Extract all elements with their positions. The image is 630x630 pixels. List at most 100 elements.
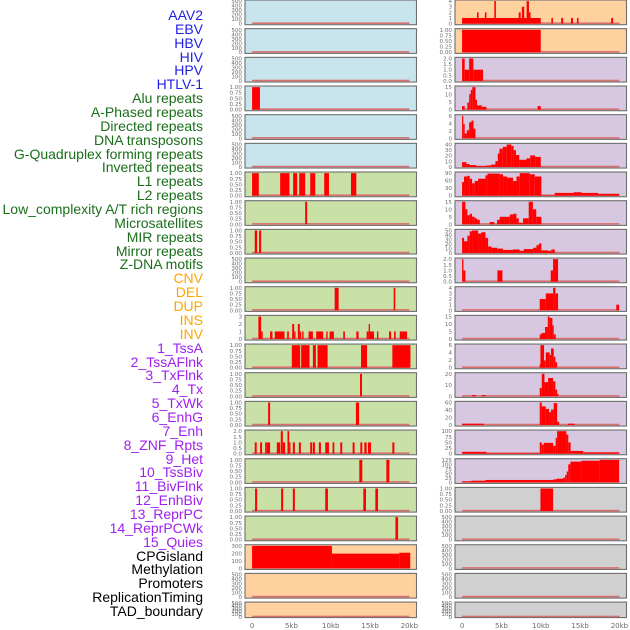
y-tick-label: 0.25 — [230, 417, 243, 423]
bar — [551, 249, 555, 253]
baseline — [462, 538, 620, 541]
bar — [254, 442, 257, 454]
legend-label: INV — [179, 325, 203, 342]
bar — [539, 363, 541, 368]
bar — [359, 459, 363, 483]
panel-border — [244, 429, 418, 456]
bar — [519, 250, 524, 253]
x-tick-label: 15kb — [571, 622, 589, 630]
bar — [568, 423, 575, 425]
y-tick-label: 500 — [231, 601, 242, 607]
bar — [540, 488, 554, 511]
bar — [299, 173, 306, 196]
y-tick-label: 0 — [448, 480, 452, 486]
bar — [513, 213, 517, 225]
legend-label: AAV2 — [168, 7, 203, 23]
panel-microsatellites: 0.00.51.01.52.0 — [233, 429, 418, 458]
bar — [539, 334, 542, 339]
y-tick-label: 40 — [445, 233, 453, 239]
bar — [252, 87, 260, 110]
y-tick-label: 0 — [448, 136, 452, 142]
bar — [268, 402, 271, 425]
bar — [499, 174, 504, 196]
panel-border — [244, 343, 418, 370]
y-tick-label: 400 — [231, 32, 242, 38]
y-tick-label: 300 — [231, 266, 242, 272]
bar — [294, 331, 296, 339]
y-tick-label: 0.25 — [230, 532, 243, 538]
bar — [519, 173, 530, 196]
bar — [255, 488, 258, 511]
bar — [310, 173, 316, 196]
bar — [544, 382, 549, 397]
bar — [258, 316, 262, 339]
y-tick-label: 25 — [445, 476, 453, 482]
y-tick-label: 300 — [231, 8, 242, 14]
y-tick-label: 15 — [445, 314, 453, 320]
bar — [297, 323, 300, 339]
bar — [266, 442, 271, 454]
y-tick-label: 4 — [448, 286, 452, 292]
panel-border — [454, 56, 628, 83]
baseline — [252, 509, 410, 512]
bar — [329, 331, 334, 339]
bar — [509, 214, 514, 225]
y-tick-label: 0 — [238, 79, 242, 85]
bar — [519, 159, 527, 167]
panel-l2-repeats: 0.000.250.500.751.00 — [230, 372, 418, 400]
y-tick-label: 0 — [238, 595, 242, 601]
bar — [557, 421, 560, 425]
y-tick-label: 1.5 — [443, 263, 452, 269]
y-tick-label: 0.0 — [443, 79, 452, 85]
y-tick-label: 100 — [231, 160, 242, 166]
panel-background — [245, 372, 417, 398]
baseline — [252, 595, 410, 598]
bar — [518, 12, 521, 24]
y-tick-label: 400 — [441, 604, 452, 610]
bar — [368, 323, 371, 339]
panel-background — [455, 258, 627, 283]
y-tick-label: 0.25 — [440, 503, 453, 509]
y-tick-label: 0.75 — [440, 492, 453, 498]
panel-background — [245, 573, 417, 599]
bar — [536, 216, 542, 225]
bar — [252, 173, 259, 196]
legend-label: 12_EnhBiv — [135, 492, 203, 509]
legend-label: HIV — [179, 48, 203, 65]
panel-border — [454, 343, 628, 370]
legend-label: 15_Quies — [143, 533, 203, 550]
bar — [464, 133, 467, 139]
baseline — [252, 223, 410, 225]
bar — [616, 304, 620, 311]
y-tick-label: 6 — [448, 343, 452, 349]
bar — [259, 230, 262, 253]
y-tick-label: 0.25 — [230, 303, 243, 309]
bar — [343, 331, 345, 339]
y-tick-label: 100 — [441, 612, 452, 618]
bar — [281, 488, 284, 511]
bar — [555, 389, 558, 397]
bar — [481, 232, 486, 253]
baseline — [252, 51, 410, 53]
y-tick-label: 0.25 — [230, 503, 243, 509]
bar — [503, 249, 514, 253]
bar — [599, 459, 620, 483]
panel-background — [245, 0, 417, 25]
y-tick-label: 0.50 — [230, 526, 243, 532]
panel-background — [455, 602, 627, 618]
bar — [310, 442, 313, 454]
bar — [539, 402, 542, 425]
y-tick-label: 5 — [448, 100, 452, 106]
bar — [516, 176, 520, 196]
x-tick-label: 10kb — [322, 622, 340, 630]
y-tick-label: 0.75 — [230, 377, 243, 383]
y-tick-label: 1.00 — [230, 458, 243, 464]
y-tick-label: 10 — [445, 383, 453, 389]
bar — [568, 442, 571, 454]
y-tick-label: 2 — [238, 322, 242, 328]
panel-l1-repeats: 0.000.250.500.751.00 — [230, 343, 418, 372]
y-tick-label: 400 — [231, 262, 242, 268]
bar — [485, 237, 489, 253]
